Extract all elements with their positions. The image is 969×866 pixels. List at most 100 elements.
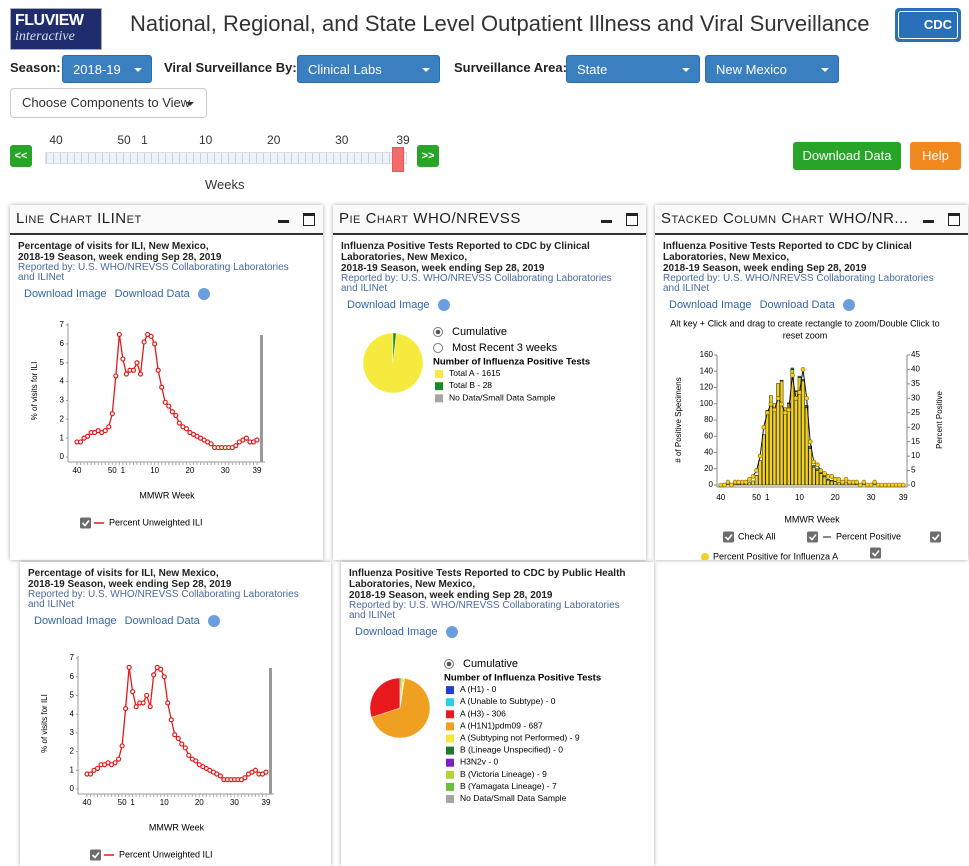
bar-segment [819,472,823,474]
data-point [130,367,137,373]
help-icon[interactable] [842,299,855,312]
y-tick-label: 3 [60,396,65,405]
slider-handle[interactable] [392,147,404,172]
area-dropdown[interactable]: State [566,55,700,83]
help-icon[interactable] [207,615,220,628]
link[interactable]: Download Image [355,626,438,638]
help-icon[interactable] [445,626,458,639]
minimize-icon[interactable] [601,220,612,223]
legend-value: 9 [575,733,580,743]
percent-point [743,479,749,485]
slider-tick-label: 10 [198,133,213,147]
bar-segment [790,367,795,370]
panel-title-bar: Stacked Column Chart WHO/NR... [655,205,968,235]
season-dropdown[interactable]: 2018-19 [62,55,152,83]
logo-subtext: interactive [15,29,75,44]
link[interactable]: Download Data [124,615,200,627]
legend-value: 9 [542,769,547,779]
cdc-logo[interactable]: CDC [895,8,961,42]
legend-label: A (Subtyping not Performed) - 9 [460,733,580,743]
chart-heading: Influenza Positive Tests Reported to CDC… [341,241,590,263]
y-tick-label: 2 [60,414,65,423]
legend-name: B (Lineage Unspecified) [460,745,551,755]
components-button[interactable]: Choose Components to View [10,88,207,118]
y-tick-label: 140 [700,366,714,375]
data-point [141,339,147,345]
percent-point [811,459,817,465]
radio-label: Cumulative [452,326,507,338]
zoom-note: reset zoom [783,330,828,340]
data-point [109,411,115,417]
bar-segment [808,445,812,449]
minimize-icon[interactable] [923,220,934,223]
chart-heading: 2018-19 Season, week ending Sep 28, 2019 [663,263,867,274]
percent-point [854,479,860,485]
y-tick-label: 4 [60,377,65,386]
link[interactable]: Download Data [759,299,835,311]
percent-point [822,471,827,476]
fluview-logo[interactable]: FLUVIEW interactive [10,8,102,50]
y-tick-label: 7 [60,320,65,329]
y-tick-label: 1 [60,433,65,442]
maximize-icon[interactable] [626,213,638,226]
chart-heading: 2018-19 Season, week ending Sep 28, 2019 [341,263,545,274]
legend-swatch [446,795,454,803]
radio[interactable] [433,343,443,353]
x-tick-label: 1 [121,466,126,475]
help-icon[interactable] [437,299,450,312]
bar-segment [812,465,816,468]
dropdown-text: 2018-19 [73,62,121,77]
chart: Cumulative Number of Influenza Positive T… [369,658,601,803]
legend-separator: - [486,757,494,767]
data-point [133,704,139,710]
legend-value: 0 [551,696,556,706]
y-tick-label: 6 [60,339,65,348]
button-text: Choose Components to View [22,95,191,110]
percent-point [779,401,784,407]
state-dropdown[interactable]: New Mexico [705,55,839,83]
x-tick-label: 10 [160,798,169,807]
legend-name: Total A [449,368,475,378]
y-tick-label: 0 [709,480,714,489]
next-button[interactable]: >> [417,145,439,167]
data-point [126,664,132,670]
bar-segment [844,482,848,486]
legend-swatch [446,734,454,743]
link[interactable]: Download Data [114,288,190,300]
help-button[interactable]: Help [910,142,961,170]
bar-segment [837,482,841,486]
x-tick-label: 40 [716,493,725,502]
link[interactable]: Download Image [34,615,117,627]
help-icon[interactable] [197,288,210,301]
bar-segment [826,479,830,486]
panel: Cumulative Number of Influenza Positive T… [341,562,654,866]
y-tick-label: 7 [70,653,75,662]
link-row: Download Image [355,626,646,639]
maximize-icon[interactable] [948,213,960,226]
y-tick-label: 120 [700,383,714,392]
link-row: Download Image Download Data [34,615,323,628]
data-point [158,666,164,672]
legend-swatch [435,382,443,391]
chart-heading: Percentage of visits for ILI, New Mexico… [18,241,209,252]
legend-value: 0 [494,757,499,767]
checkbox [80,517,91,529]
link[interactable]: Download Image [24,288,107,300]
bar-segment [765,410,770,486]
percent-point [815,462,820,468]
minimize-icon[interactable] [278,220,289,223]
legend-swatch [446,758,454,767]
viral-dropdown[interactable]: Clinical Labs [297,55,440,83]
bar-segment [829,480,834,486]
data-point [106,424,112,430]
percent-point [800,367,806,372]
prev-button[interactable]: << [10,145,32,167]
legend-label: Percent Positive for Influenza A [713,551,838,560]
download-button[interactable]: Download Data [793,142,901,170]
x-axis-label: MMWR Week [139,490,195,500]
percent-point [722,482,727,488]
y-tick-label: 3 [70,728,75,737]
link[interactable]: Download Image [669,299,752,311]
link[interactable]: Download Image [347,299,430,311]
maximize-icon[interactable] [303,213,315,226]
